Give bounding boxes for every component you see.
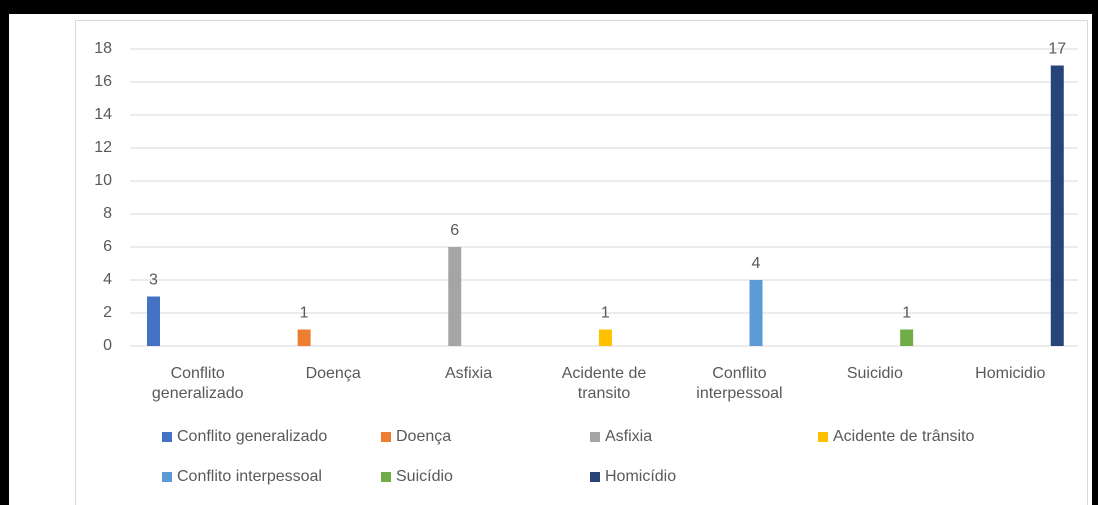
- bar: [900, 329, 914, 346]
- x-tick-label: Conflito generalizado: [151, 365, 244, 402]
- legend-swatch: [162, 472, 172, 482]
- legend-swatch: [381, 472, 391, 482]
- legend-label: Acidente de trânsito: [833, 428, 975, 445]
- bar: [297, 329, 311, 346]
- data-label: 1: [300, 305, 309, 322]
- x-tick-label: Asfixia: [445, 365, 493, 382]
- y-tick-label: 12: [94, 139, 112, 156]
- y-tick-label: 4: [103, 271, 112, 288]
- x-tick-label: Suicidio: [846, 365, 903, 382]
- y-tick-label: 8: [103, 205, 112, 222]
- bar: [749, 280, 763, 346]
- y-tick-label: 0: [103, 337, 112, 354]
- data-label: 6: [450, 222, 459, 239]
- legend-label: Doença: [396, 428, 452, 445]
- x-tick-label: Homicidio: [975, 365, 1046, 382]
- x-tick-label: Conflito interpessoal: [696, 365, 783, 402]
- data-label: 17: [1048, 41, 1066, 58]
- data-label: 3: [149, 272, 158, 289]
- legend-swatch: [818, 432, 828, 442]
- legend-item: Conflito interpessoal: [162, 468, 322, 486]
- legend-item: Homicídio: [590, 468, 676, 486]
- bar: [1050, 65, 1064, 346]
- legend-item: Asfixia: [590, 428, 652, 446]
- legend-swatch: [381, 432, 391, 442]
- data-label: 4: [752, 255, 761, 272]
- bar: [598, 329, 612, 346]
- y-tick-label: 6: [103, 238, 112, 255]
- legend-label: Suicídio: [396, 468, 453, 485]
- data-label: 1: [902, 305, 911, 322]
- legend-item: Acidente de trânsito: [818, 428, 974, 446]
- legend-label: Conflito generalizado: [177, 428, 328, 445]
- x-tick-label: Acidente de transito: [561, 365, 647, 402]
- frame-top: [0, 0, 1098, 14]
- legend-label: Homicídio: [605, 468, 677, 485]
- y-tick-label: 16: [94, 73, 112, 90]
- y-tick-label: 14: [94, 106, 112, 123]
- legend-item: Conflito generalizado: [162, 428, 327, 446]
- legend-label: Asfixia: [605, 428, 653, 445]
- x-tick-label: Doença: [305, 365, 361, 382]
- legend-label: Conflito interpessoal: [177, 468, 322, 485]
- data-label: 1: [601, 305, 610, 322]
- y-tick-label: 2: [103, 304, 112, 321]
- legend-item: Suicídio: [381, 468, 453, 486]
- chart-border: [75, 20, 1088, 505]
- frame-left: [0, 0, 9, 505]
- frame-right: [1092, 0, 1098, 505]
- legend-swatch: [590, 432, 600, 442]
- legend-swatch: [162, 432, 172, 442]
- bar: [448, 247, 462, 346]
- y-tick-label: 10: [94, 172, 112, 189]
- bar: [147, 296, 160, 346]
- y-tick-label: 18: [94, 40, 112, 57]
- legend-item: Doença: [381, 428, 451, 446]
- legend-swatch: [590, 472, 600, 482]
